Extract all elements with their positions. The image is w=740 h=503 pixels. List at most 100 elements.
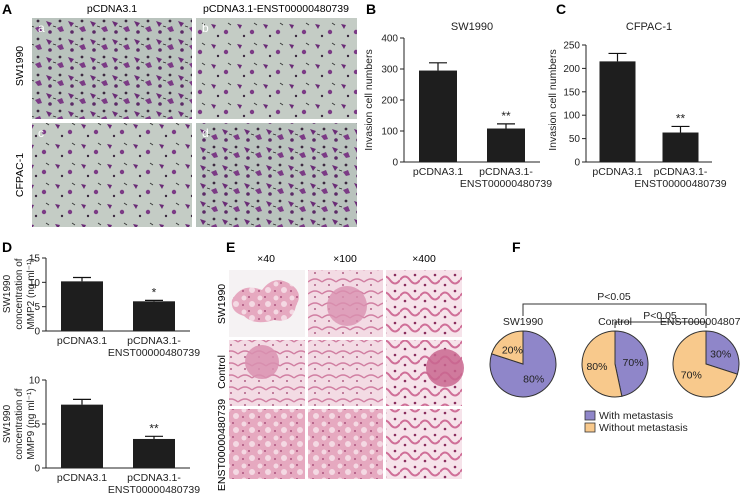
pie-slice-with-metastasis [705,330,740,375]
micrograph-c-label: c [38,126,44,140]
panel-letter-b: B [366,1,376,17]
pie-label: SW1990 [503,316,543,328]
y-tick-label: 0 [574,158,580,169]
significance-mark: * [152,285,157,299]
micrograph-d [196,123,357,227]
panel-letter-a: A [2,1,12,17]
y-tick-label: 10 [29,278,41,289]
legend-swatch-2 [584,422,596,433]
x-tick-label: pCDNA3.1 [592,166,642,178]
y-axis-label-line: MMP2 (ng ml⁻¹) [26,258,37,329]
y-tick-label: 5 [34,302,40,313]
y-tick-label: 0 [34,327,40,338]
y-tick-label: 250 [563,41,580,52]
pie-slice-label: 70% [623,357,644,369]
tissue-sw1990-x100-nodule [327,286,367,326]
y-tick-label: 0 [392,158,398,169]
tissue-control-x40-nodule [245,345,279,379]
pie-label: ENST00000480739 [660,316,740,328]
panel-e-col-label-2: ×100 [333,253,357,265]
bar-1 [599,61,636,162]
x-tick-label: pCDNA3.1- [479,166,533,178]
legend-swatch-1 [584,410,596,421]
panel-letter-c: C [556,1,566,17]
y-tick-label: 300 [381,65,398,76]
tissue-enst-x40 [229,409,305,479]
panel-a-row-label-2: CFPAC-1 [14,153,26,197]
significance-mark: ** [501,109,511,123]
micrograph-b-label: b [202,21,209,35]
pie-slice-label: 30% [710,348,731,360]
y-axis-label-line: MMP9 (ng ml⁻¹) [26,388,37,459]
bar-2 [487,128,525,162]
panel-e: ×40 ×100 ×400 SW1990 Control ENST0000048… [216,253,464,491]
chart-title: SW1990 [451,21,493,33]
x-tick-label: pCDNA3.1 [57,335,107,347]
panel-a-col-label-2: pCDNA3.1-ENST00000480739 [203,3,349,15]
panel-e-col-label-1: ×40 [257,253,275,265]
micrograph-a [32,18,192,119]
y-tick-label: 200 [563,64,580,75]
micrograph-b [196,18,357,119]
significance-mark: ** [149,421,159,435]
panel-a-row-label-1: SW1990 [14,46,26,86]
legend-label: With metastasis [599,410,673,422]
pie-slice-label: 80% [523,374,544,386]
tissue-control-x400-nodule [426,349,464,387]
bar-2 [133,438,175,468]
micrograph-d-label: d [202,126,209,140]
y-tick-label: 100 [381,127,398,138]
x-tick-label: pCDNA3.1 [413,166,463,178]
tissue-enst-x100 [308,409,383,479]
y-axis-label-line: SW1990 [2,404,13,443]
comparison-p-value: P<0.05 [597,291,631,303]
x-tick-label: ENST00000480739 [108,347,200,359]
x-tick-label: pCDNA3.1- [127,335,181,347]
comparison-bracket-inner [614,321,707,328]
y-axis-label-line: SW1990 [2,274,13,313]
x-tick-label: pCDNA3.1 [57,472,107,484]
chart-c-cfpac1-invasion: CFPAC-1 0 50 100 150 200 250 Invasion cell numb… [547,21,727,190]
pie-slice-label: 80% [586,361,607,373]
y-tick-label: 150 [563,87,580,98]
pie-slice-without-metastasis [581,330,623,398]
pie-slice-label: 70% [681,370,702,382]
chart-title: CFPAC-1 [626,21,672,33]
y-axis-label: Invasion cell numbers [363,49,375,151]
tissue-sw1990-x400 [386,270,462,337]
pie-slice-without-metastasis [490,330,524,365]
y-tick-label: 100 [563,111,580,122]
micrograph-a-label: a [38,21,45,35]
pie-label: Control [598,316,632,328]
panel-a: pCDNA3.1 pCDNA3.1-ENST00000480739 SW1990… [14,3,357,227]
x-tick-label: pCDNA3.1- [127,472,181,484]
bar-1 [419,70,457,162]
panel-letter-e: E [226,239,235,255]
y-tick-label: 10 [29,376,41,387]
y-tick-label: 0 [34,464,40,475]
comparison-bracket-outer [522,303,707,316]
pie-slice-without-metastasis [672,330,739,398]
micrograph-c [32,123,192,227]
panel-e-col-label-3: ×400 [412,253,436,265]
bar-2 [133,301,175,331]
y-tick-label: 50 [569,134,581,145]
panel-a-col-label-1: pCDNA3.1 [87,3,137,15]
x-tick-label: ENST00000480739 [634,178,726,190]
y-axis-label-line: concentration of [14,388,25,459]
x-tick-label: pCDNA3.1- [654,166,708,178]
chart-d-mmp9: 0 5 10 SW1990 concentration of MMP9 (ng ml⁻¹)… [2,376,200,497]
panel-e-row-label-2: Control [216,355,228,389]
x-tick-label: ENST00000480739 [460,178,552,190]
panel-e-row-label-1: SW1990 [216,284,228,324]
y-axis-label-line: concentration of [14,258,25,329]
tissue-enst-x400 [386,409,462,479]
y-axis-label: Invasion cell numbers [547,49,559,151]
chart-f-metastasis-pies: P<0.05 P<0.05 SW1990 80% 20% Control 70% 80% ENS… [489,291,740,434]
tissue-sw1990-x40-lobe [231,280,299,323]
chart-b-sw1990-invasion: SW1990 0 100 200 300 400 Invasion cell numbers… [363,21,552,190]
comparison-p-value: P<0.05 [643,310,677,322]
legend-label: Without metastasis [599,422,688,434]
pie-slice-label: 20% [502,344,523,356]
